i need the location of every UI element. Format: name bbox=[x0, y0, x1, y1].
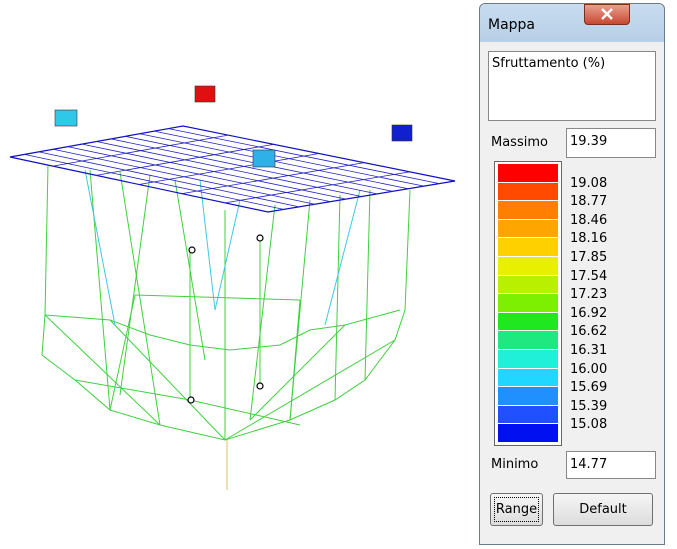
title-bar: Mappa bbox=[480, 4, 664, 42]
grid-line bbox=[138, 153, 320, 185]
color-band bbox=[498, 201, 558, 219]
model-view bbox=[9, 85, 456, 490]
color-band bbox=[498, 312, 558, 331]
grid-line bbox=[52, 134, 229, 167]
scale-label: 16.31 bbox=[570, 343, 608, 358]
map-dialog: Mappa Sfruttamento (%) Massimo 19.39 Min… bbox=[479, 3, 665, 545]
scale-label: 15.39 bbox=[570, 398, 608, 414]
color-band bbox=[498, 405, 558, 424]
quantity-box: Sfruttamento (%) bbox=[488, 51, 656, 121]
grid-line bbox=[224, 171, 410, 204]
color-scale bbox=[494, 161, 562, 446]
color-band bbox=[498, 424, 558, 442]
grid-line bbox=[181, 162, 365, 195]
color-band bbox=[498, 257, 558, 275]
color-band bbox=[498, 164, 558, 182]
color-band bbox=[498, 350, 558, 368]
color-band bbox=[498, 182, 558, 201]
max-input[interactable]: 19.39 bbox=[566, 128, 656, 158]
color-band bbox=[498, 331, 558, 349]
scale-label: 18.46 bbox=[570, 212, 608, 228]
scale-label: 17.85 bbox=[570, 250, 608, 265]
max-label: Massimo bbox=[491, 135, 548, 150]
scale-label: 16.92 bbox=[570, 305, 608, 321]
color-band bbox=[498, 238, 558, 256]
min-input[interactable]: 14.77 bbox=[566, 451, 656, 479]
scale-label: 15.08 bbox=[570, 417, 608, 433]
scale-label: 18.16 bbox=[570, 231, 608, 247]
min-label: Minimo bbox=[491, 457, 539, 472]
scale-label: 16.00 bbox=[570, 361, 608, 377]
color-band bbox=[498, 368, 558, 387]
scale-label: 18.77 bbox=[570, 194, 608, 210]
grid-line bbox=[95, 143, 274, 176]
color-band bbox=[498, 275, 558, 294]
scale-label: 16.62 bbox=[570, 324, 608, 340]
range-button[interactable]: Range bbox=[490, 493, 543, 526]
default-button[interactable]: Default bbox=[553, 493, 653, 526]
close-button[interactable] bbox=[584, 4, 630, 25]
color-band bbox=[498, 387, 558, 405]
scale-label: 15.69 bbox=[570, 380, 608, 396]
color-band bbox=[498, 294, 558, 312]
scale-label: 19.08 bbox=[570, 175, 608, 191]
window-title: Mappa bbox=[488, 17, 536, 33]
color-band bbox=[498, 219, 558, 238]
scale-label: 17.54 bbox=[570, 268, 608, 284]
scale-label: 17.23 bbox=[570, 287, 608, 303]
